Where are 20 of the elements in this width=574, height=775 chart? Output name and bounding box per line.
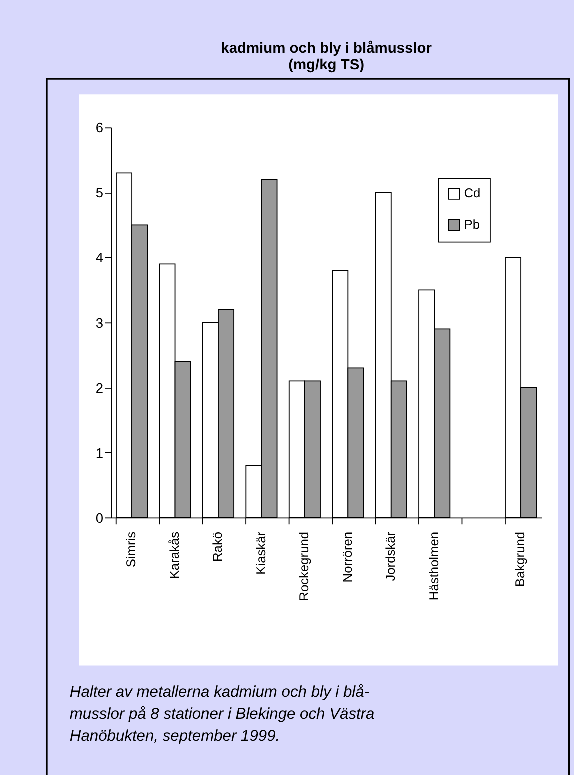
x-tick-label: Jordskär [383,531,398,582]
chart-title: kadmium och bly i blåmusslor (mg/kg TS) [221,40,432,74]
x-tick-label: Norrören [340,532,355,583]
y-tick-label: 3 [96,316,104,331]
y-tick-label: 5 [96,186,104,201]
x-tick-label: Simris [124,532,139,568]
x-tick-label: Rakö [210,532,226,562]
y-tick-label: 6 [96,120,104,136]
legend-label: Pb [464,216,480,232]
x-tick-label: Rockegrund [296,532,312,602]
x-tick-label: Bakgrund [512,532,528,588]
x-tick-label: Kiaskär [253,531,268,575]
x-tick-label: Hästholmen [426,532,442,601]
y-tick-label: 0 [96,510,104,526]
text: Halter av metallerna kadmium och bly i blå- musslor på 8 stationer i Blekinge och Västra Hanöbukten, september 1999. [70,684,376,746]
x-tick-label: Karakås [166,532,182,580]
y-tick-label: 4 [96,250,104,266]
y-tick-label: 2 [96,380,104,396]
y-tick-label: 1 [96,446,104,461]
legend-label: Cd [464,186,481,201]
